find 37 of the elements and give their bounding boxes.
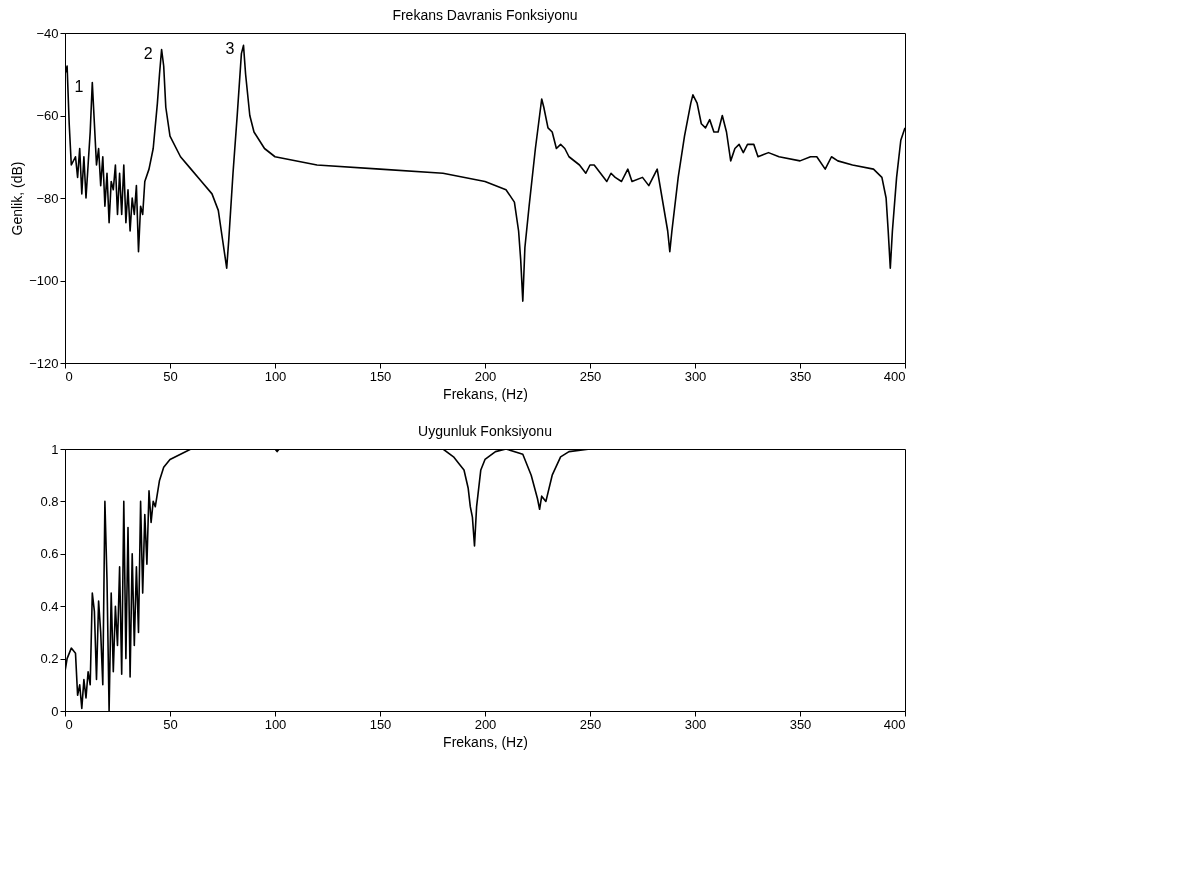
chart-title: Frekans Davranis Fonksiyonu [392,7,578,23]
annotation: 3 [225,40,235,58]
x-tick-label: 300 [684,368,707,384]
y-tick-label: 0.4 [40,598,59,614]
x-tick-label: 250 [579,716,602,732]
y-tick-label: −100 [29,273,59,288]
annotation: 2 [143,44,153,62]
y-tick-label: −80 [36,190,59,206]
y-axis-title: Genlik, (dB) [9,161,26,236]
y-tick-label: 1 [51,441,59,457]
x-tick-label: 150 [369,716,392,732]
x-tick-label: 100 [264,716,287,732]
y-tick-label: 0.2 [40,651,59,667]
x-tick-label: 300 [684,716,707,732]
y-tick-label: −120 [29,355,59,371]
x-tick-label: 200 [474,368,497,384]
x-tick-label: 400 [883,368,906,384]
y-tick-label: −40 [36,25,59,41]
x-tick-label: 200 [474,716,497,732]
y-tick-label: 0 [51,703,59,719]
annotation: 1 [74,77,84,95]
x-axis-title: Frekans, (Hz) [443,385,528,402]
y-tick-label: −60 [36,108,59,123]
x-tick-label: 50 [163,368,178,384]
chart-title: Uygunluk Fonksiyonu [418,423,552,439]
x-tick-label: 100 [264,368,287,384]
x-tick-label: 150 [369,368,392,384]
x-tick-label: 350 [789,368,812,384]
x-tick-label: 400 [883,716,906,732]
y-tick-label: 0.8 [40,493,59,509]
x-axis-title: Frekans, (Hz) [443,733,528,750]
y-tick-label: 0.6 [40,546,59,562]
x-tick-label: 0 [65,368,73,384]
x-tick-label: 350 [789,716,812,732]
x-tick-label: 0 [65,716,73,732]
x-tick-label: 250 [579,368,602,384]
x-tick-label: 50 [163,716,178,732]
